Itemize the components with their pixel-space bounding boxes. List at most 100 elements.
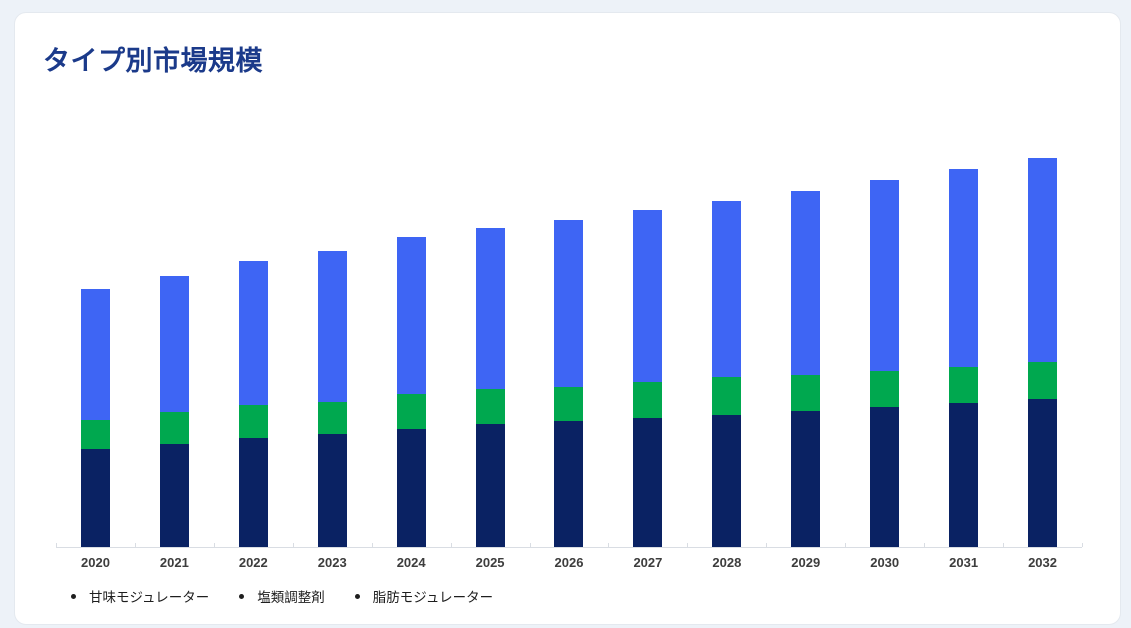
bar-slot-2021 <box>135 13 214 547</box>
x-axis-line <box>56 547 1082 548</box>
bar-segment-2031-series-0[interactable] <box>949 403 979 547</box>
bar-segment-2027-series-1[interactable] <box>633 382 663 418</box>
x-axis-label-2028: 2028 <box>712 555 742 570</box>
axis-tick <box>845 543 847 547</box>
x-axis-label-2024: 2024 <box>396 555 426 570</box>
legend-label-2: 脂肪モジュレーター <box>372 590 494 605</box>
bar-segment-2023-series-0[interactable] <box>317 434 347 547</box>
bar-segment-2030-series-0[interactable] <box>870 407 900 547</box>
legend-bullet-icon <box>239 593 245 599</box>
bar-segment-2029-series-2[interactable] <box>791 191 821 375</box>
bar-segment-2021-series-0[interactable] <box>159 444 189 547</box>
bar-segment-2028-series-1[interactable] <box>712 377 742 415</box>
x-axis-label-2030: 2030 <box>870 555 900 570</box>
bar-segment-2022-series-0[interactable] <box>238 438 268 547</box>
axis-tick <box>1003 543 1005 547</box>
x-axis-label-2021: 2021 <box>159 555 189 570</box>
stacked-bar-2030 <box>870 180 900 547</box>
axis-tick <box>213 543 215 547</box>
axis-tick <box>529 543 531 547</box>
bar-segment-2021-series-1[interactable] <box>159 412 189 444</box>
axis-tick <box>608 543 610 547</box>
bar-slot-2023 <box>293 13 372 547</box>
bar-slot-2024 <box>372 13 451 547</box>
bar-segment-2024-series-1[interactable] <box>396 394 426 429</box>
market-size-card: タイプ別市場規模 2020 2021 2022 2023 2024 2025 2026 202… <box>14 12 1121 625</box>
x-axis-label-2026: 2026 <box>554 555 584 570</box>
legend-bullet-icon <box>71 593 76 599</box>
bar-segment-2020-series-2[interactable] <box>80 289 110 420</box>
bar-segment-2023-series-2[interactable] <box>317 251 347 402</box>
bar-segment-2027-series-0[interactable] <box>633 418 663 547</box>
bar-segment-2031-series-2[interactable] <box>949 169 979 367</box>
x-axis-label-2023: 2023 <box>317 555 347 570</box>
axis-tick <box>1082 543 1083 547</box>
axis-tick <box>292 543 294 547</box>
bar-segment-2028-series-0[interactable] <box>712 415 742 547</box>
stacked-bar-2024 <box>396 237 426 547</box>
legend-item-1[interactable]: 塩類調整剤 <box>239 586 325 606</box>
x-axis-label-2032: 2032 <box>1028 555 1057 570</box>
bar-segment-2025-series-1[interactable] <box>475 389 505 424</box>
bar-segment-2032-series-2[interactable] <box>1028 158 1058 362</box>
bar-segment-2028-series-2[interactable] <box>712 201 742 377</box>
axis-tick <box>924 543 926 547</box>
bar-segment-2030-series-1[interactable] <box>870 371 900 407</box>
bar-segment-2025-series-2[interactable] <box>475 228 505 389</box>
stacked-bar-2032 <box>1028 158 1058 547</box>
x-axis-label-2027: 2027 <box>633 555 663 570</box>
bar-slot-2028 <box>687 13 766 547</box>
x-axis-label-2031: 2031 <box>949 555 979 570</box>
bar-slot-2020 <box>56 13 135 547</box>
bar-slot-2029 <box>766 13 845 547</box>
stacked-bar-2026 <box>554 220 584 547</box>
bar-slot-2026 <box>530 13 609 547</box>
bar-segment-2029-series-1[interactable] <box>791 375 821 411</box>
legend: 甘味モジュレーター 塩類調整剤 脂肪モジュレーター <box>71 586 493 606</box>
axis-tick <box>56 543 57 547</box>
bar-segment-2029-series-0[interactable] <box>791 411 821 547</box>
bar-segment-2022-series-1[interactable] <box>238 405 268 438</box>
stacked-bar-2025 <box>475 228 505 547</box>
x-axis-label-2025: 2025 <box>475 555 505 570</box>
bar-segment-2025-series-0[interactable] <box>475 424 505 547</box>
stacked-bar-2029 <box>791 191 821 547</box>
axis-tick <box>450 543 452 547</box>
bar-segment-2027-series-2[interactable] <box>633 210 663 382</box>
bar-segment-2032-series-1[interactable] <box>1028 362 1058 399</box>
x-axis-label-2029: 2029 <box>791 555 821 570</box>
bar-segment-2022-series-2[interactable] <box>238 261 268 405</box>
bar-segment-2026-series-0[interactable] <box>554 421 584 547</box>
stacked-bar-2023 <box>317 251 347 547</box>
bar-segment-2032-series-0[interactable] <box>1028 399 1058 547</box>
bar-slot-2022 <box>214 13 293 547</box>
x-axis-label-2022: 2022 <box>238 555 268 570</box>
legend-item-2[interactable]: 脂肪モジュレーター <box>354 586 494 606</box>
bar-slot-2025 <box>451 13 530 547</box>
bar-segment-2020-series-1[interactable] <box>80 420 110 449</box>
bar-segment-2021-series-2[interactable] <box>159 276 189 412</box>
stacked-bar-2031 <box>949 169 979 547</box>
bar-segment-2026-series-2[interactable] <box>554 220 584 387</box>
bar-segment-2030-series-2[interactable] <box>870 180 900 371</box>
stacked-bar-2021 <box>159 276 189 547</box>
stacked-bar-2028 <box>712 201 742 547</box>
bar-segment-2026-series-1[interactable] <box>554 387 584 421</box>
stacked-bar-2027 <box>633 210 663 547</box>
bar-segment-2024-series-0[interactable] <box>396 429 426 547</box>
legend-item-0[interactable]: 甘味モジュレーター <box>71 586 209 606</box>
legend-bullet-icon <box>354 593 360 599</box>
axis-tick <box>134 543 136 547</box>
bar-segment-2031-series-1[interactable] <box>949 367 979 403</box>
stacked-bar-2020 <box>80 289 110 547</box>
bar-segment-2024-series-2[interactable] <box>396 237 426 394</box>
bar-segment-2023-series-1[interactable] <box>317 402 347 434</box>
bar-segment-2020-series-0[interactable] <box>80 449 110 547</box>
bar-slot-2027 <box>608 13 687 547</box>
bar-slot-2030 <box>845 13 924 547</box>
stacked-bar-2022 <box>238 261 268 547</box>
bar-slot-2032 <box>1003 13 1082 547</box>
legend-label-0: 甘味モジュレーター <box>89 590 210 605</box>
bar-slot-2031 <box>924 13 1003 547</box>
